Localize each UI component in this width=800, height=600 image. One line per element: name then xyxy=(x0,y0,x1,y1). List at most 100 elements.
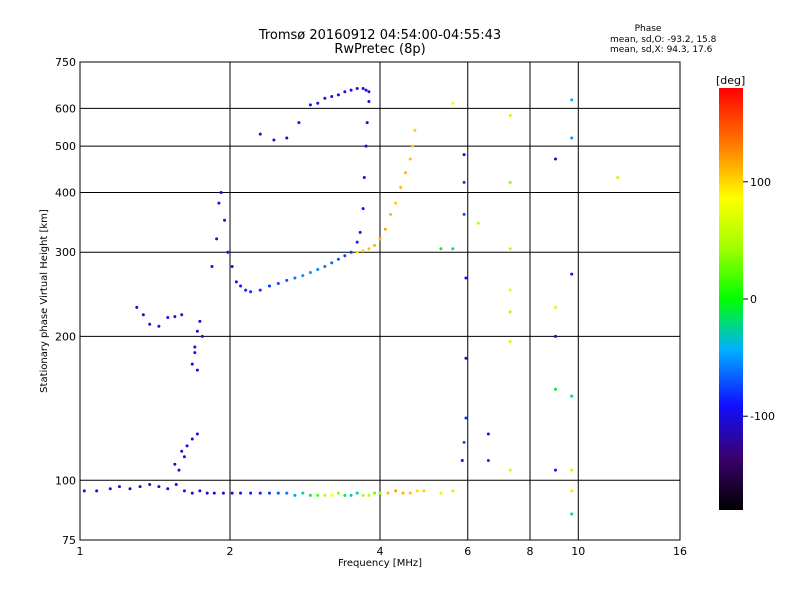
data-point xyxy=(267,284,271,288)
data-point xyxy=(383,227,387,231)
data-point xyxy=(217,201,221,205)
data-point xyxy=(135,305,139,309)
data-point xyxy=(108,487,112,491)
data-point xyxy=(174,482,178,486)
data-point xyxy=(355,250,359,254)
data-point xyxy=(308,271,312,275)
data-point xyxy=(486,458,490,462)
data-point xyxy=(272,138,276,142)
data-point xyxy=(570,489,574,493)
data-point xyxy=(415,489,419,493)
data-point xyxy=(367,100,371,104)
data-point xyxy=(230,491,234,495)
data-point xyxy=(361,207,365,211)
colorbar-ticks: 100 0 -100 xyxy=(743,176,775,423)
data-point xyxy=(508,247,512,251)
phase-stat-x: mean, sd,X: 94.3, 17.6 xyxy=(610,45,713,55)
data-point xyxy=(343,90,347,94)
data-point xyxy=(373,491,377,495)
data-point xyxy=(349,88,353,92)
data-point xyxy=(343,493,347,497)
data-point xyxy=(373,243,377,247)
data-point xyxy=(267,491,271,495)
data-point xyxy=(249,491,253,495)
data-point xyxy=(508,180,512,184)
data-point xyxy=(182,489,186,493)
data-point xyxy=(408,157,412,161)
data-point xyxy=(316,101,320,105)
data-point xyxy=(185,444,189,448)
colorbar-tick-label: 0 xyxy=(750,293,757,306)
phase-header: Phase xyxy=(635,24,662,34)
y-tick-label: 100 xyxy=(55,474,76,487)
data-point xyxy=(361,249,365,253)
x-tick-label: 10 xyxy=(571,545,585,558)
data-point xyxy=(182,455,186,459)
data-points xyxy=(82,87,620,516)
y-axis-label: Stationary phase Virtual Height [km] xyxy=(39,209,50,393)
data-point xyxy=(210,265,214,269)
data-point xyxy=(323,265,327,269)
data-point xyxy=(439,491,443,495)
data-point xyxy=(166,487,170,491)
data-point xyxy=(95,489,99,493)
data-point xyxy=(616,175,620,179)
data-point xyxy=(293,493,297,497)
data-point xyxy=(128,487,132,491)
data-point xyxy=(508,288,512,292)
data-point xyxy=(343,254,347,258)
data-point xyxy=(148,322,152,326)
data-point xyxy=(141,313,145,317)
data-point xyxy=(177,468,181,472)
data-point xyxy=(553,305,557,309)
data-point xyxy=(166,316,170,320)
y-tick-label: 600 xyxy=(55,102,76,115)
colorbar-tick-label: 100 xyxy=(750,176,771,189)
data-point xyxy=(462,440,466,444)
data-point xyxy=(355,240,359,244)
y-tick-label: 500 xyxy=(55,140,76,153)
data-point xyxy=(349,493,353,497)
data-point xyxy=(355,491,359,495)
data-point xyxy=(336,491,340,495)
data-point xyxy=(394,489,398,493)
colorbar xyxy=(719,88,743,510)
data-point xyxy=(553,334,557,338)
x-tick-labels: 1 2 4 6 8 10 16 xyxy=(77,545,688,558)
data-point xyxy=(234,280,238,284)
x-tick-label: 4 xyxy=(377,545,384,558)
data-point xyxy=(230,265,234,269)
data-point xyxy=(239,284,243,288)
data-point xyxy=(173,462,177,466)
data-point xyxy=(330,493,334,497)
data-point xyxy=(401,491,405,495)
data-point xyxy=(157,485,161,489)
data-point xyxy=(508,310,512,314)
y-tick-label: 75 xyxy=(62,534,76,547)
data-point xyxy=(285,136,289,140)
data-point xyxy=(365,121,369,125)
chart-title: Tromsø 20160912 04:54:00-04:55:43 xyxy=(258,28,501,43)
data-point xyxy=(276,282,280,286)
x-tick-label: 6 xyxy=(464,545,471,558)
data-point xyxy=(180,449,184,453)
data-point xyxy=(464,416,468,420)
data-point xyxy=(330,95,334,99)
data-point xyxy=(508,468,512,472)
data-point xyxy=(308,103,312,107)
data-point xyxy=(297,121,301,125)
data-point xyxy=(486,432,490,436)
data-point xyxy=(285,491,289,495)
data-point xyxy=(361,493,365,497)
colorbar-label: [deg] xyxy=(716,74,745,87)
data-point xyxy=(464,276,468,280)
data-point xyxy=(358,230,362,234)
data-point xyxy=(553,157,557,161)
data-point xyxy=(219,190,223,194)
data-point xyxy=(323,96,327,100)
data-point xyxy=(355,87,359,91)
data-point xyxy=(200,334,204,338)
data-point xyxy=(308,493,312,497)
data-point xyxy=(451,489,455,493)
